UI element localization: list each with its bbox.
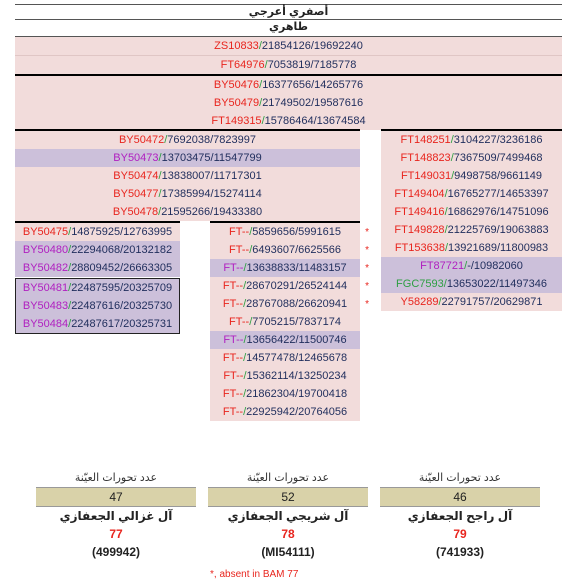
tree-title: أصفري أعرجي <box>15 4 562 20</box>
left-sub-branch: BY50475/14875925/12763995 BY50480/222940… <box>15 223 180 334</box>
snp-row: FT149416/16862976/14751096 <box>381 203 562 221</box>
snp-row: FT--/7705215/7837174 <box>210 313 360 331</box>
snp-row: FT--/28767088/26620941 * <box>210 295 369 313</box>
snp-row: FT153638/13921689/11800983 <box>381 239 562 257</box>
left-branch: BY50472/7692038/7823997 BY50473/13703475… <box>15 131 360 221</box>
snp-row: FGC7593/13653022/11497346 <box>381 275 562 293</box>
snp-row: FT149404/16765277/14653397 <box>381 185 562 203</box>
divider-line <box>210 221 360 223</box>
tree-subtitle: طاهري <box>15 20 562 37</box>
snp-row: BY50477/17385994/15274114 <box>15 185 360 203</box>
snp-row: BY50475/14875925/12763995 <box>15 223 180 241</box>
snp-row: ZS10833/21854126/19692240 <box>15 37 562 56</box>
snp-row: BY50482/28809452/26663305 <box>15 259 180 277</box>
snp-row: FT--/6493607/6625566 * <box>210 241 369 259</box>
level2-rows: BY50476/16377656/14265776 BY50479/217495… <box>15 76 562 130</box>
divider-line <box>15 129 360 131</box>
snp-row: BY50474/13838007/11717301 <box>15 167 360 185</box>
summary-rajeh: عدد تحورات العيّنة 46 آل راجح الجعفازي 7… <box>380 469 540 561</box>
divider-line <box>381 129 562 131</box>
divider-line <box>15 74 562 76</box>
snp-row: FT--/13638833/11483157 * <box>210 259 369 277</box>
divider-line <box>15 221 180 223</box>
snp-row: FT64976/7053819/7185778 <box>15 56 562 74</box>
snp-row: BY50481/22487595/20325709 <box>16 279 179 297</box>
snp-row: FT149031/9498758/9661149 <box>381 167 562 185</box>
snp-row: FT--/22925942/20764056 <box>210 403 360 421</box>
snp-row: Y58289/22791757/20629871 <box>381 293 562 311</box>
snp-row: FT149315/15786464/13674584 <box>15 112 562 130</box>
snp-row: BY50480/22294068/20132182 <box>15 241 180 259</box>
mid-sub-branch: FT--/5859656/5991615 * FT--/6493607/66255… <box>210 223 369 421</box>
absent-marker: * <box>365 227 369 238</box>
snp-row: BY50483/22487616/20325730 <box>16 297 179 315</box>
footnote: *, absent in BAM 77 <box>210 569 299 580</box>
right-branch: FT148251/3104227/3236186 FT148823/736750… <box>381 131 562 311</box>
absent-marker: * <box>365 281 369 292</box>
snp-row: FT--/15362114/13250234 <box>210 367 360 385</box>
snp-row: FT--/13656422/11500746 <box>210 331 360 349</box>
absent-marker: * <box>365 263 369 274</box>
absent-marker: * <box>365 299 369 310</box>
snp-row: BY50478/21595266/19433380 <box>15 203 360 221</box>
snp-row: BY50473/13703475/11547799 <box>15 149 360 167</box>
snp-row: FT--/28670291/26524144 * <box>210 277 369 295</box>
snp-row: FT--/5859656/5991615 * <box>210 223 369 241</box>
summary-shariji: عدد تحورات العيّنة 52 آل شريجي الجعفازي … <box>208 469 368 561</box>
snp-row: FT--/14577478/12465678 <box>210 349 360 367</box>
snp-row: FT148823/7367509/7499468 <box>381 149 562 167</box>
snp-row: BY50484/22487617/20325731 <box>16 315 179 333</box>
absent-marker: * <box>365 245 369 256</box>
snp-row: FT149828/21225769/19063883 <box>381 221 562 239</box>
snp-row: FT87721/-/10982060 <box>381 257 562 275</box>
top-rows: ZS10833/21854126/19692240 FT64976/705381… <box>15 37 562 74</box>
boxed-group: BY50481/22487595/20325709 BY50483/224876… <box>15 278 180 334</box>
snp-row: FT148251/3104227/3236186 <box>381 131 562 149</box>
snp-row: BY50479/21749502/19587616 <box>15 94 562 112</box>
snp-row: BY50472/7692038/7823997 <box>15 131 360 149</box>
snp-row: FT--/21862304/19700418 <box>210 385 360 403</box>
snp-row: BY50476/16377656/14265776 <box>15 76 562 94</box>
summary-ghazali: عدد تحورات العيّنة 47 آل غزالي الجعفازي … <box>36 469 196 561</box>
